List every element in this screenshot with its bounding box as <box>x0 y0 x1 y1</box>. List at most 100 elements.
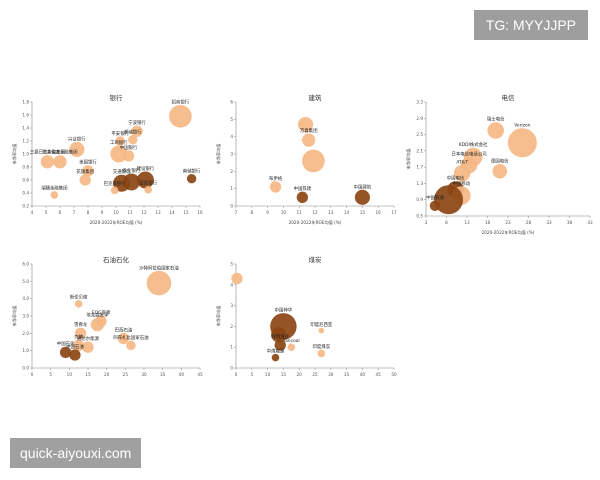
petrochemical-chart: 石油石化 0 5 10 15 20 25 30 35 40 45 0.0 1.0 2.0 3.0 4.0 5.0… <box>6 250 206 390</box>
chart-title: 石油石化 <box>103 255 130 264</box>
point-label: 中国联通 <box>426 194 444 201</box>
point-label: Yancoal <box>282 338 300 344</box>
x-tick-label: 45 <box>197 372 203 377</box>
x-tick-label: 8 <box>250 210 253 215</box>
chart-title: 煤炭 <box>309 255 323 264</box>
y-tick-label: 2.5 <box>416 132 423 137</box>
point-label: 交通银行 <box>113 168 131 175</box>
bubble <box>110 186 119 195</box>
x-tick-label: 10 <box>265 372 271 377</box>
y-tick-label: 3 <box>230 152 233 157</box>
point-label: EOG资源 <box>92 309 111 316</box>
y-tick-label: 5 <box>230 262 233 267</box>
bubble <box>122 173 140 191</box>
telecom-chart-svg: 电信3 8 13 18 23 28 33 38 430.50.91.31.72.12.52.93… <box>405 93 593 236</box>
y-tick-label: 3.0 <box>22 314 29 319</box>
x-tick-label: 17 <box>391 210 397 215</box>
x-tick-label: 13 <box>464 220 470 225</box>
point-label: 建设银行 <box>137 165 155 172</box>
x-tick-label: 20 <box>297 372 303 377</box>
bubble <box>271 353 280 362</box>
bubble <box>492 163 508 179</box>
y-tick-label: 1.6 <box>22 113 29 118</box>
point-label: 巴克莱银行 <box>104 180 127 187</box>
point-label: KDDI株式会社 <box>459 141 488 148</box>
telecom-chart: 电信 3 8 13 18 23 28 33 38 43 0.5 0.9 1.3 1.7 2.1 2.5 2.9 3… <box>400 88 596 238</box>
point-label: 美国银行 <box>79 159 97 166</box>
point-label: 南储银行 <box>183 167 201 174</box>
bubble <box>82 165 94 177</box>
point-label: AT&T <box>456 159 468 165</box>
y-tick-label: 1.7 <box>416 165 423 170</box>
x-tick-label: 28 <box>526 220 532 225</box>
x-tick-label: 18 <box>485 220 491 225</box>
bubble <box>95 315 107 327</box>
x-tick-label: 45 <box>376 372 382 377</box>
point-label: 中国电信 <box>447 175 465 182</box>
point-label: 万喜集团 <box>300 127 318 134</box>
x-tick-label: 14 <box>169 210 175 215</box>
chart-title: 建筑 <box>309 93 323 102</box>
x-tick-label: 5 <box>49 372 52 377</box>
point-label: 农业银行 <box>123 167 141 174</box>
y-tick-label: 2 <box>230 169 233 174</box>
x-tick-label: 15 <box>281 372 287 377</box>
y-tick-label: 2.1 <box>416 148 423 153</box>
bubble <box>110 145 128 163</box>
bubble <box>507 128 537 158</box>
point-label: 巴西石油 <box>115 326 133 333</box>
bubble <box>74 327 87 340</box>
y-tick-label: 1.4 <box>22 126 29 131</box>
bubble <box>169 104 192 128</box>
x-tick-label: 8 <box>87 210 90 215</box>
x-tick-label: 13 <box>328 210 334 215</box>
y-tick-label: 0.4 <box>22 191 29 196</box>
bubble <box>122 150 135 162</box>
y-axis-label: 市净率均值 <box>215 306 222 327</box>
x-tick-label: 16 <box>197 210 203 215</box>
x-tick-label: 9 <box>101 210 104 215</box>
x-tick-label: 5 <box>250 372 253 377</box>
x-tick-label: 9 <box>266 210 269 215</box>
x-tick-label: 30 <box>328 372 334 377</box>
y-tick-label: 1.2 <box>22 139 29 144</box>
x-tick-label: 13 <box>155 210 161 215</box>
bubble <box>117 332 130 345</box>
x-tick-label: 15 <box>360 210 366 215</box>
bubble <box>144 185 152 194</box>
x-tick-label: 12 <box>141 210 147 215</box>
y-tick-label: 1.0 <box>22 348 29 353</box>
bubble <box>296 191 309 204</box>
point-label: 中煤能源 <box>267 347 285 354</box>
point-label: 阿布扎比国家石油 <box>113 334 149 341</box>
point-label: 宁波银行 <box>128 119 146 126</box>
x-tick-label: 6 <box>59 210 62 215</box>
bubble <box>69 349 81 361</box>
point-label: 印度尼西亚 <box>310 321 333 328</box>
bubble <box>434 185 464 215</box>
x-tick-label: 0 <box>31 372 34 377</box>
point-label: 沙特阿拉伯国家石油 <box>139 264 179 271</box>
y-tick-label: 0.9 <box>416 197 423 202</box>
x-tick-label: 35 <box>160 372 166 377</box>
bubble <box>231 272 243 285</box>
bank-chart-svg: 银行 4 5 6 7 8 9 10 11 12 13 14 15 16 0.2 0.4 0.6 0.8 1.0 1.2… <box>11 93 203 226</box>
point-label: 瑞穗金融集团 <box>41 185 68 192</box>
bank-chart: 银行 4 5 6 7 8 9 10 11 12 13 14 15 16 0.2 0.4 0.6 0.8 1.0 1.2… <box>6 88 206 228</box>
x-axis-label: 2020-2022年ROE均值 (%) <box>90 219 143 226</box>
x-tick-label: 0 <box>235 372 238 377</box>
bubble <box>302 133 316 147</box>
construction-chart-svg: 建筑7 8 9 10 11 12 13 14 15 16 1701234562020-2022年RO… <box>215 93 397 226</box>
y-tick-label: 0.8 <box>22 165 29 170</box>
x-axis-label: 2020-2022年ROE均值 (%) <box>289 219 342 226</box>
coal-chart: 煤炭 0 5 10 15 20 25 30 35 40 45 50 0 1 2 3 4 5 市净率均值 中国神华 陕西煤… <box>210 250 400 390</box>
bubble <box>69 141 85 158</box>
x-tick-label: 38 <box>567 220 573 225</box>
point-label: 工商银行 <box>110 139 128 146</box>
bubble <box>115 136 125 146</box>
x-tick-label: 33 <box>546 220 552 225</box>
y-tick-label: 3.3 <box>416 100 423 105</box>
construction-chart: 建筑 7 8 9 10 11 12 13 14 15 16 17 0 1 2 3 4 5 6 2020-2022年RO… <box>210 88 400 228</box>
y-axis-label: 市净率均值 <box>11 144 18 165</box>
